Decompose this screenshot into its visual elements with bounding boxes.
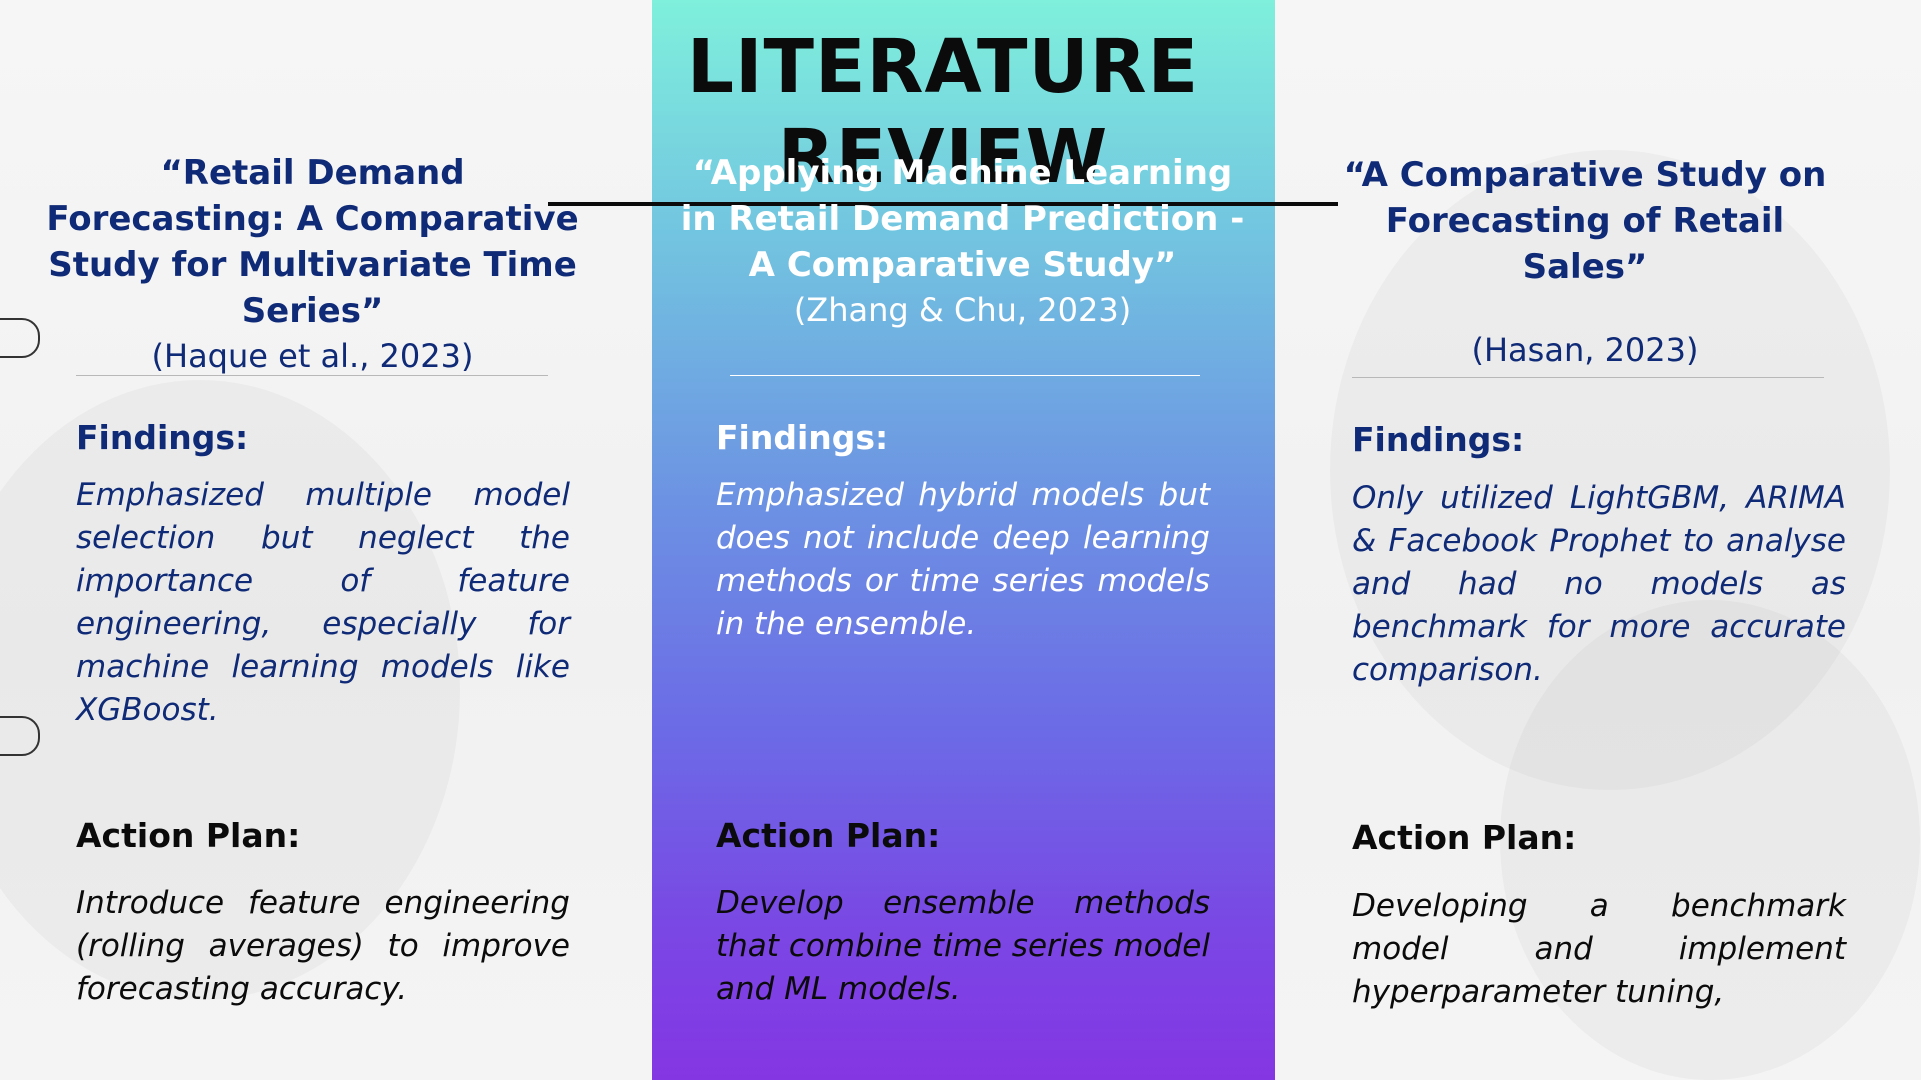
reference-citation: (Zhang & Chu, 2023): [793, 291, 1132, 329]
slide-tab-shape: [0, 318, 40, 358]
reference-title: “Retail Demand Forecasting: A Comparativ…: [46, 153, 579, 331]
divider: [76, 375, 548, 376]
divider: [730, 375, 1200, 376]
findings-text: Emphasized multiple model selection but …: [76, 477, 570, 728]
slide-title: LITERATURE REVIEW: [548, 22, 1338, 206]
reference-citation: (Haque et al., 2023): [151, 337, 474, 375]
reference-column-2: “Applying Machine Learning in Retail Dem…: [680, 150, 1245, 332]
findings-text: Only utilized LightGBM, ARIMA & Facebook…: [1352, 480, 1846, 688]
reference-title: “Applying Machine Learning in Retail Dem…: [680, 153, 1245, 285]
action-plan-heading: Action Plan:: [1352, 818, 1577, 857]
action-plan-text: Introduce feature engineering (rolling a…: [76, 885, 570, 1007]
divider: [1352, 377, 1824, 378]
reference-citation: (Hasan, 2023): [1471, 331, 1699, 369]
action-plan-heading: Action Plan:: [716, 816, 941, 855]
findings-heading: Findings:: [1352, 420, 1525, 459]
findings-text: Emphasized hybrid models but does not in…: [716, 477, 1210, 642]
center-gradient-panel: [652, 0, 1275, 1080]
action-plan-text: Developing a benchmark model and impleme…: [1352, 888, 1846, 1010]
findings-heading: Findings:: [76, 418, 249, 457]
reference-title: “A Comparative Study on Forecasting of R…: [1343, 155, 1827, 287]
action-plan-heading: Action Plan:: [76, 816, 301, 855]
background-photo-shape: [1330, 150, 1890, 790]
findings-heading: Findings:: [716, 418, 889, 457]
slide-tab-shape: [0, 716, 40, 756]
reference-column-3: “A Comparative Study on Forecasting of R…: [1330, 152, 1840, 372]
background-photo-shape: [0, 380, 460, 1000]
reference-column-1: “Retail Demand Forecasting: A Comparativ…: [40, 150, 585, 378]
action-plan-text: Develop ensemble methods that combine ti…: [716, 885, 1210, 1007]
background-photo-shape: [1500, 600, 1920, 1080]
